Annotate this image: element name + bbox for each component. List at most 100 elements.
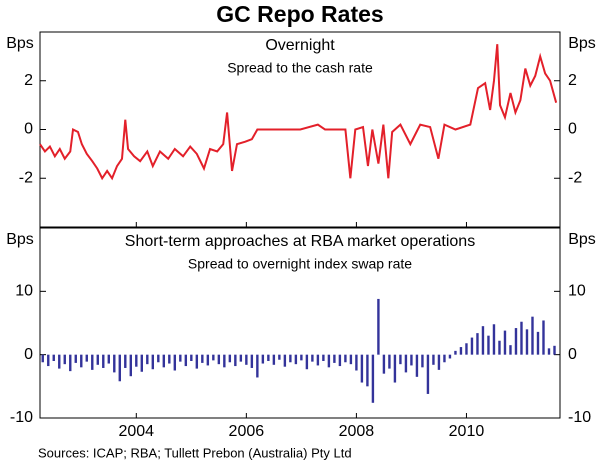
bar <box>206 354 210 366</box>
bar <box>228 354 232 363</box>
bar <box>360 354 364 383</box>
y-tick-label: -10 <box>10 409 33 426</box>
bar <box>107 354 110 364</box>
bar <box>316 354 320 366</box>
bar <box>525 329 529 355</box>
bar <box>547 348 551 355</box>
bar <box>322 354 325 361</box>
panel-frame <box>39 227 561 419</box>
y-axis-label: Bps <box>6 231 34 248</box>
bar <box>300 354 303 361</box>
bar <box>250 354 254 368</box>
bar <box>190 354 193 361</box>
bar <box>184 354 188 367</box>
chart-title: GC Repo Rates <box>216 1 383 27</box>
bar <box>41 354 44 363</box>
bar <box>509 345 512 355</box>
bar <box>261 354 265 364</box>
bar <box>96 354 99 365</box>
bar <box>382 354 386 374</box>
bar <box>135 354 138 367</box>
source-note: Sources: ICAP; RBA; Tullett Prebon (Aust… <box>38 445 352 460</box>
x-tick-label: 2010 <box>449 423 485 440</box>
bar <box>157 354 160 363</box>
bar <box>443 354 446 363</box>
bar <box>355 354 358 371</box>
bar <box>124 354 127 368</box>
bar <box>542 320 545 355</box>
y-tick-label: 0 <box>24 121 33 138</box>
bar <box>410 354 413 366</box>
bar <box>404 354 408 373</box>
bar <box>223 354 226 368</box>
bar <box>487 335 490 355</box>
bar <box>531 316 534 355</box>
bar <box>520 321 523 355</box>
bar <box>283 354 287 367</box>
bar <box>553 345 556 355</box>
bar <box>459 347 463 355</box>
bar <box>239 354 243 362</box>
bar <box>63 354 66 365</box>
bar <box>58 354 61 369</box>
bar <box>118 354 121 382</box>
bar <box>338 354 342 367</box>
y-tick-label: 2 <box>568 72 577 89</box>
bar <box>278 354 281 360</box>
bar <box>289 354 292 363</box>
bar <box>503 330 507 355</box>
bar <box>393 354 397 383</box>
y-tick-label: 0 <box>568 121 577 138</box>
bar <box>327 354 331 368</box>
y-tick-label: 2 <box>24 72 33 89</box>
bar <box>217 354 221 365</box>
bar <box>492 324 496 355</box>
bar <box>91 354 94 370</box>
y-tick-label: 0 <box>568 346 577 363</box>
bar <box>47 354 50 367</box>
bar <box>74 354 77 363</box>
bar <box>377 298 380 355</box>
y-tick-label: -2 <box>19 169 33 186</box>
bar <box>366 354 369 387</box>
bar <box>179 354 182 362</box>
bar <box>421 354 424 368</box>
y-tick-label: 0 <box>24 346 33 363</box>
bar <box>498 340 501 355</box>
bar <box>69 354 72 372</box>
y-axis-label: Bps <box>568 231 596 248</box>
panel-subtitle: Spread to overnight index swap rate <box>188 256 412 272</box>
panel-title: Overnight <box>265 37 335 54</box>
x-tick-label: 2004 <box>118 423 154 440</box>
bar <box>294 354 298 365</box>
bar <box>476 333 479 355</box>
bar <box>388 354 391 369</box>
bar <box>256 354 259 378</box>
bar <box>465 343 468 355</box>
y-axis-label: Bps <box>6 35 34 52</box>
bar <box>102 354 105 368</box>
bar <box>305 354 309 370</box>
bar <box>151 354 155 370</box>
bar <box>415 354 419 377</box>
bar <box>195 354 199 369</box>
bar <box>212 354 215 361</box>
bar <box>245 354 248 365</box>
data-line <box>39 44 558 181</box>
bar <box>514 328 518 355</box>
y-tick-label: 10 <box>568 283 586 300</box>
bar <box>470 337 474 355</box>
bar <box>173 354 177 371</box>
bar <box>426 354 430 394</box>
bar <box>201 354 204 363</box>
bar <box>168 354 171 364</box>
bar <box>311 354 314 362</box>
bar <box>333 354 336 363</box>
bar <box>448 354 452 359</box>
panel-title: Short-term approaches at RBA market oper… <box>125 233 475 250</box>
bar <box>85 354 88 362</box>
bar <box>454 350 457 355</box>
panel-subtitle: Spread to the cash rate <box>227 60 373 76</box>
bar <box>349 354 353 365</box>
bar <box>432 354 435 365</box>
